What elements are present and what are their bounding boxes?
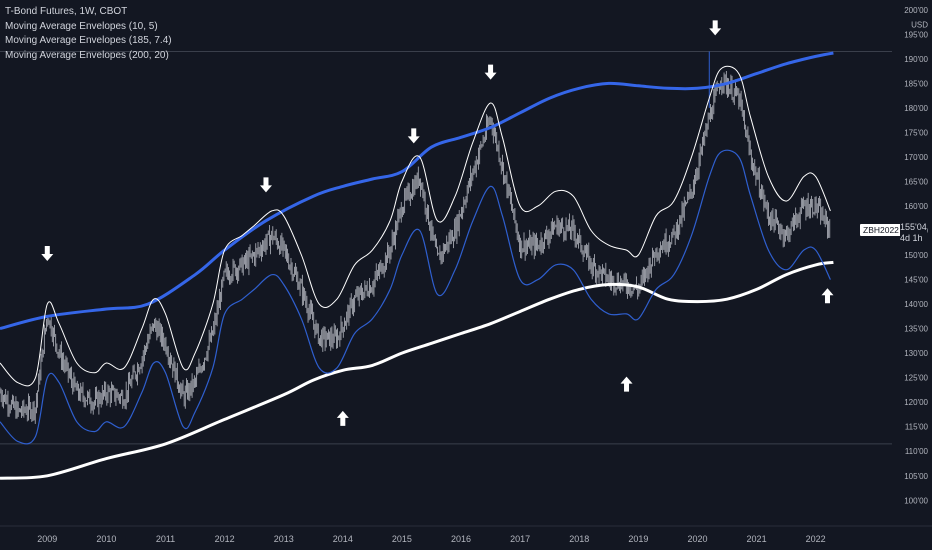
chart-legend: T-Bond Futures, 1W, CBOT Moving Average … [5,5,172,63]
chart-title: T-Bond Futures, 1W, CBOT [5,6,128,17]
turning-point-markers [41,20,834,426]
y-tick-label: 105'00 [904,472,928,481]
y-tick-label: 185'00 [904,79,928,88]
y-tick-label: 100'00 [904,496,928,505]
x-tick-label: 2016 [451,534,471,544]
envelope-lines [0,51,834,480]
y-tick-label: 190'00 [904,55,928,64]
x-tick-label: 2012 [215,534,235,544]
envelope-200-lower-line [0,260,834,480]
x-tick-label: 2009 [37,534,57,544]
y-tick-label: 150'00 [904,251,928,260]
arrow-down-icon [484,64,497,80]
y-axis[interactable]: 200'00 195'00 190'00 185'00 180'00 175'00 170'… [893,0,932,515]
y-tick-label: 145'00 [904,276,928,285]
y-tick-label: 140'00 [904,300,928,309]
y-axis-background [893,0,932,515]
x-tick-label: 2011 [156,534,175,544]
envelope-10-lower-line [0,149,831,445]
arrow-down-icon [259,177,272,193]
x-tick-label: 2014 [333,534,353,544]
price-candles [0,70,831,424]
y-tick-label: 135'00 [904,325,928,334]
y-tick-label: 165'00 [904,177,928,186]
x-tick-label: 2020 [687,534,707,544]
y-tick-label: 110'00 [905,447,929,456]
y-tick-label: 180'00 [904,104,928,113]
arrow-up-icon [620,376,633,392]
x-tick-label: 2018 [569,534,589,544]
last-price-label: 155'04 4d 1h [900,222,927,245]
y-tick-label: 195'00 [904,30,928,39]
x-tick-label: 2022 [806,534,826,544]
arrow-down-icon [41,246,54,262]
x-tick-label: 2021 [747,534,767,544]
y-axis-unit: USD [911,21,928,30]
arrow-up-icon [336,410,349,426]
indicator-label[interactable]: Moving Average Envelopes (10, 5) [5,20,158,32]
y-tick-label: 125'00 [904,374,928,383]
last-price: 155'04 [900,222,927,233]
arrow-down-icon [709,20,722,36]
y-tick-label: 115'00 [905,423,929,432]
envelope-185-upper-line [0,51,834,331]
indicator-label[interactable]: Moving Average Envelopes (185, 7.4) [5,35,172,46]
envelope-10-upper-line [0,65,831,387]
y-tick-label: 175'00 [904,128,928,137]
y-tick-label: 130'00 [904,349,928,358]
arrow-up-icon [821,288,834,304]
y-tick-label: 170'00 [904,153,928,162]
arrow-down-icon [407,128,420,144]
x-tick-label: 2015 [392,534,412,544]
y-tick-label: 200'00 [904,6,928,15]
y-tick-label: 120'00 [904,398,928,407]
bar-countdown: 4d 1h [900,233,923,244]
x-tick-label: 2019 [628,534,648,544]
x-tick-label: 2017 [510,534,530,544]
x-axis[interactable]: 2009 2010 2011 2012 2013 2014 2015 2016 2017 2018… [0,525,932,544]
symbol-badge: ZBH2022 [860,224,902,237]
x-tick-label: 2013 [274,534,294,544]
y-tick-label: 160'00 [904,202,928,211]
indicator-label[interactable]: Moving Average Envelopes (200, 20) [5,49,169,61]
x-tick-label: 2010 [96,534,116,544]
